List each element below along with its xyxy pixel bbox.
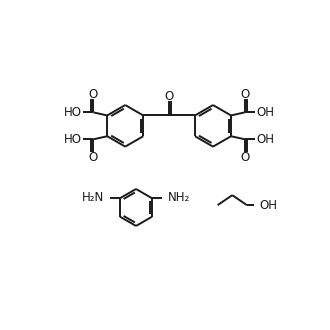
Text: O: O	[89, 88, 98, 101]
Text: O: O	[89, 150, 98, 164]
Text: OH: OH	[256, 133, 275, 146]
Text: O: O	[240, 150, 249, 164]
Text: HO: HO	[64, 106, 82, 119]
Text: O: O	[240, 88, 249, 101]
Text: O: O	[164, 90, 174, 103]
Text: OH: OH	[256, 106, 275, 119]
Text: H₂N: H₂N	[82, 191, 105, 204]
Text: HO: HO	[64, 133, 82, 146]
Text: NH₂: NH₂	[167, 191, 190, 204]
Text: OH: OH	[259, 199, 277, 212]
